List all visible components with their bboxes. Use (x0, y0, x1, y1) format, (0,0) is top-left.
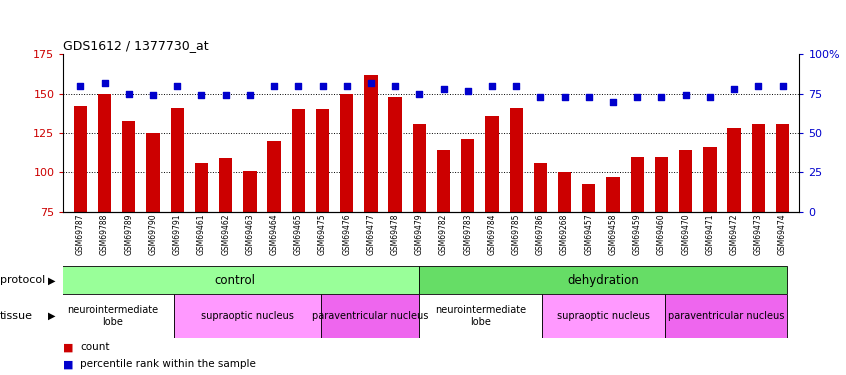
Bar (728, 128, 741, 212)
Text: protocol: protocol (0, 275, 45, 285)
Text: control: control (215, 274, 255, 287)
Bar (607, 177, 620, 212)
Bar (219, 158, 233, 212)
Text: dehydration: dehydration (568, 274, 639, 287)
Bar (388, 97, 402, 212)
Text: GDS1612 / 1377730_at: GDS1612 / 1377730_at (63, 39, 209, 52)
Text: neurointermediate
lobe: neurointermediate lobe (67, 305, 158, 327)
Point (678, 92, 692, 98)
Bar (630, 157, 644, 212)
Point (534, 94, 547, 100)
Bar (340, 94, 354, 212)
Text: percentile rank within the sample: percentile rank within the sample (80, 359, 256, 369)
Point (437, 86, 450, 92)
Text: ▶: ▶ (47, 275, 55, 285)
Bar (509, 108, 523, 212)
Text: ▶: ▶ (47, 311, 55, 321)
Point (122, 91, 135, 97)
Bar (51, 266, 419, 294)
Text: paraventricular nucleus: paraventricular nucleus (312, 311, 428, 321)
Bar (437, 150, 450, 212)
Bar (321, 294, 419, 338)
Bar (413, 124, 426, 212)
Bar (74, 106, 87, 212)
Text: neurointermediate
lobe: neurointermediate lobe (435, 305, 526, 327)
Text: supraoptic nucleus: supraoptic nucleus (201, 311, 294, 321)
Bar (419, 294, 541, 338)
Bar (195, 163, 208, 212)
Point (728, 86, 741, 92)
Point (267, 83, 281, 89)
Point (461, 88, 475, 94)
Point (630, 94, 644, 100)
Bar (316, 110, 329, 212)
Point (703, 94, 717, 100)
Bar (751, 124, 765, 212)
Bar (461, 140, 475, 212)
Text: count: count (80, 342, 110, 352)
Bar (534, 163, 547, 212)
Point (74, 83, 87, 89)
Bar (365, 75, 377, 212)
Point (413, 91, 426, 97)
Bar (776, 124, 789, 212)
Text: ■: ■ (63, 342, 74, 352)
Point (146, 92, 160, 98)
Bar (541, 294, 664, 338)
Bar (655, 157, 668, 212)
Point (171, 83, 184, 89)
Point (776, 83, 789, 89)
Bar (122, 120, 135, 212)
Point (364, 80, 377, 86)
Bar (171, 108, 184, 212)
Point (751, 83, 765, 89)
Point (582, 94, 596, 100)
Point (607, 99, 620, 105)
Point (243, 92, 256, 98)
Bar (51, 294, 173, 338)
Bar (292, 110, 305, 212)
Point (486, 83, 499, 89)
Point (558, 94, 571, 100)
Point (219, 92, 233, 98)
Bar (679, 150, 692, 212)
Text: supraoptic nucleus: supraoptic nucleus (557, 311, 650, 321)
Bar (146, 133, 160, 212)
Bar (582, 183, 596, 212)
Point (340, 83, 354, 89)
Text: ■: ■ (63, 359, 74, 369)
Bar (243, 171, 256, 212)
Bar (558, 172, 571, 212)
Point (195, 92, 208, 98)
Bar (486, 116, 498, 212)
Point (316, 83, 329, 89)
Point (509, 83, 523, 89)
Point (292, 83, 305, 89)
Bar (664, 294, 787, 338)
Bar (173, 294, 321, 338)
Point (388, 83, 402, 89)
Bar (419, 266, 787, 294)
Text: paraventricular nucleus: paraventricular nucleus (667, 311, 784, 321)
Bar (703, 147, 717, 212)
Point (655, 94, 668, 100)
Bar (98, 94, 112, 212)
Text: tissue: tissue (0, 311, 33, 321)
Bar (267, 141, 281, 212)
Point (98, 80, 112, 86)
